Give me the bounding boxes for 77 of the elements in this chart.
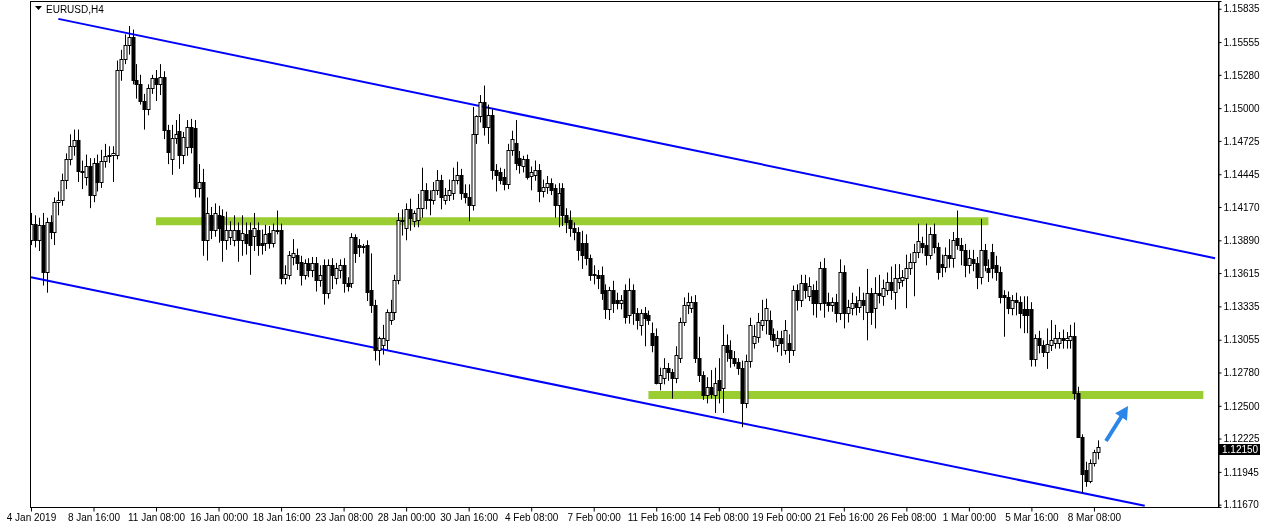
candlestick <box>1018 295 1023 329</box>
y-tick-label: 1.12780 <box>1223 367 1261 379</box>
candlestick <box>779 330 784 357</box>
candlestick <box>232 214 237 247</box>
y-tick-label: 1.12225 <box>1223 433 1261 445</box>
candlestick <box>990 243 995 279</box>
y-tick-label: 1.11670 <box>1223 499 1260 511</box>
x-tick-label: 4 Jan 2019 <box>6 511 57 523</box>
y-tick-label: 1.14725 <box>1223 135 1261 147</box>
x-tick-label: 16 Jan 00:00 <box>190 511 249 523</box>
candlestick <box>209 206 214 240</box>
x-tick-label: 4 Feb 08:00 <box>505 511 559 523</box>
x-tick-label: 5 Mar 16:00 <box>1005 511 1060 523</box>
candlestick <box>334 262 339 285</box>
y-tick-label: 1.13055 <box>1223 334 1261 346</box>
x-tick-label: 28 Jan 00:00 <box>377 511 436 523</box>
y-tick-label: 1.12500 <box>1223 400 1261 412</box>
candlestick <box>220 208 225 263</box>
x-tick-label: 18 Jan 16:00 <box>252 511 311 523</box>
candlestick <box>631 283 636 326</box>
candlestick <box>596 269 601 290</box>
candlestick <box>865 268 870 341</box>
candlestick <box>568 210 573 238</box>
x-tick-label: 1 Mar 00:00 <box>942 511 997 523</box>
candlestick <box>240 214 245 257</box>
x-tick-label: 14 Feb 08:00 <box>689 511 750 523</box>
candlestick <box>260 229 265 256</box>
y-tick-label: 1.15280 <box>1223 69 1261 81</box>
candlestick <box>967 249 972 275</box>
x-tick-label: 8 Jan 16:00 <box>67 511 121 523</box>
x-tick-label: 19 Feb 00:00 <box>752 511 812 523</box>
x-tick-label: 11 Feb 16:00 <box>627 511 687 523</box>
candlestick <box>947 238 952 269</box>
y-tick-label: 1.11945 <box>1223 466 1260 478</box>
x-tick-label: 11 Jan 08:00 <box>127 511 186 523</box>
y-tick-label: 1.15000 <box>1223 102 1261 114</box>
candlestick <box>1010 294 1015 316</box>
candlestick <box>889 266 894 301</box>
candlestick <box>95 154 100 192</box>
candlestick <box>170 124 175 176</box>
y-tick-label: 1.15555 <box>1223 36 1261 48</box>
candlestick <box>775 330 780 353</box>
x-tick-label: 26 Feb 08:00 <box>877 511 937 523</box>
y-tick-label: 1.13335 <box>1223 301 1261 313</box>
candlestick <box>803 274 808 300</box>
x-tick-label: 7 Feb 00:00 <box>567 511 622 523</box>
candlestick <box>514 119 519 171</box>
candlestick <box>303 258 308 281</box>
candlestick <box>228 220 233 246</box>
candlestick <box>404 202 409 241</box>
candlestick <box>33 214 38 248</box>
candlestick <box>799 274 804 308</box>
candlestick <box>873 276 878 329</box>
candlestick <box>314 256 319 292</box>
candlestick <box>154 69 159 102</box>
y-tick-label: 1.14445 <box>1223 168 1261 180</box>
y-tick-label: 1.14170 <box>1223 201 1261 213</box>
candlestick <box>263 224 268 252</box>
y-tick-label: 1.15835 <box>1223 3 1261 15</box>
y-tick-label: 1.13890 <box>1223 235 1261 247</box>
candlestick <box>893 263 898 310</box>
x-tick-label: 8 Mar 08:00 <box>1067 511 1122 523</box>
candlestick <box>709 369 714 400</box>
chart-title: EURUSD,H4 <box>46 4 105 15</box>
x-tick-label: 30 Jan 16:00 <box>440 511 499 523</box>
text: 1.12150 <box>1222 444 1259 455</box>
x-tick-label: 23 Jan 08:00 <box>315 511 374 523</box>
candlestick <box>310 256 315 278</box>
candlestick <box>306 257 311 278</box>
candlestick <box>330 257 335 290</box>
candlestick <box>580 230 585 270</box>
x-tick-label: 21 Feb 16:00 <box>814 511 875 523</box>
candlestick <box>267 225 272 250</box>
candlestick <box>177 113 182 170</box>
candlestick <box>861 292 866 321</box>
candlestick <box>224 211 229 251</box>
y-tick-label: 1.13615 <box>1223 267 1261 279</box>
